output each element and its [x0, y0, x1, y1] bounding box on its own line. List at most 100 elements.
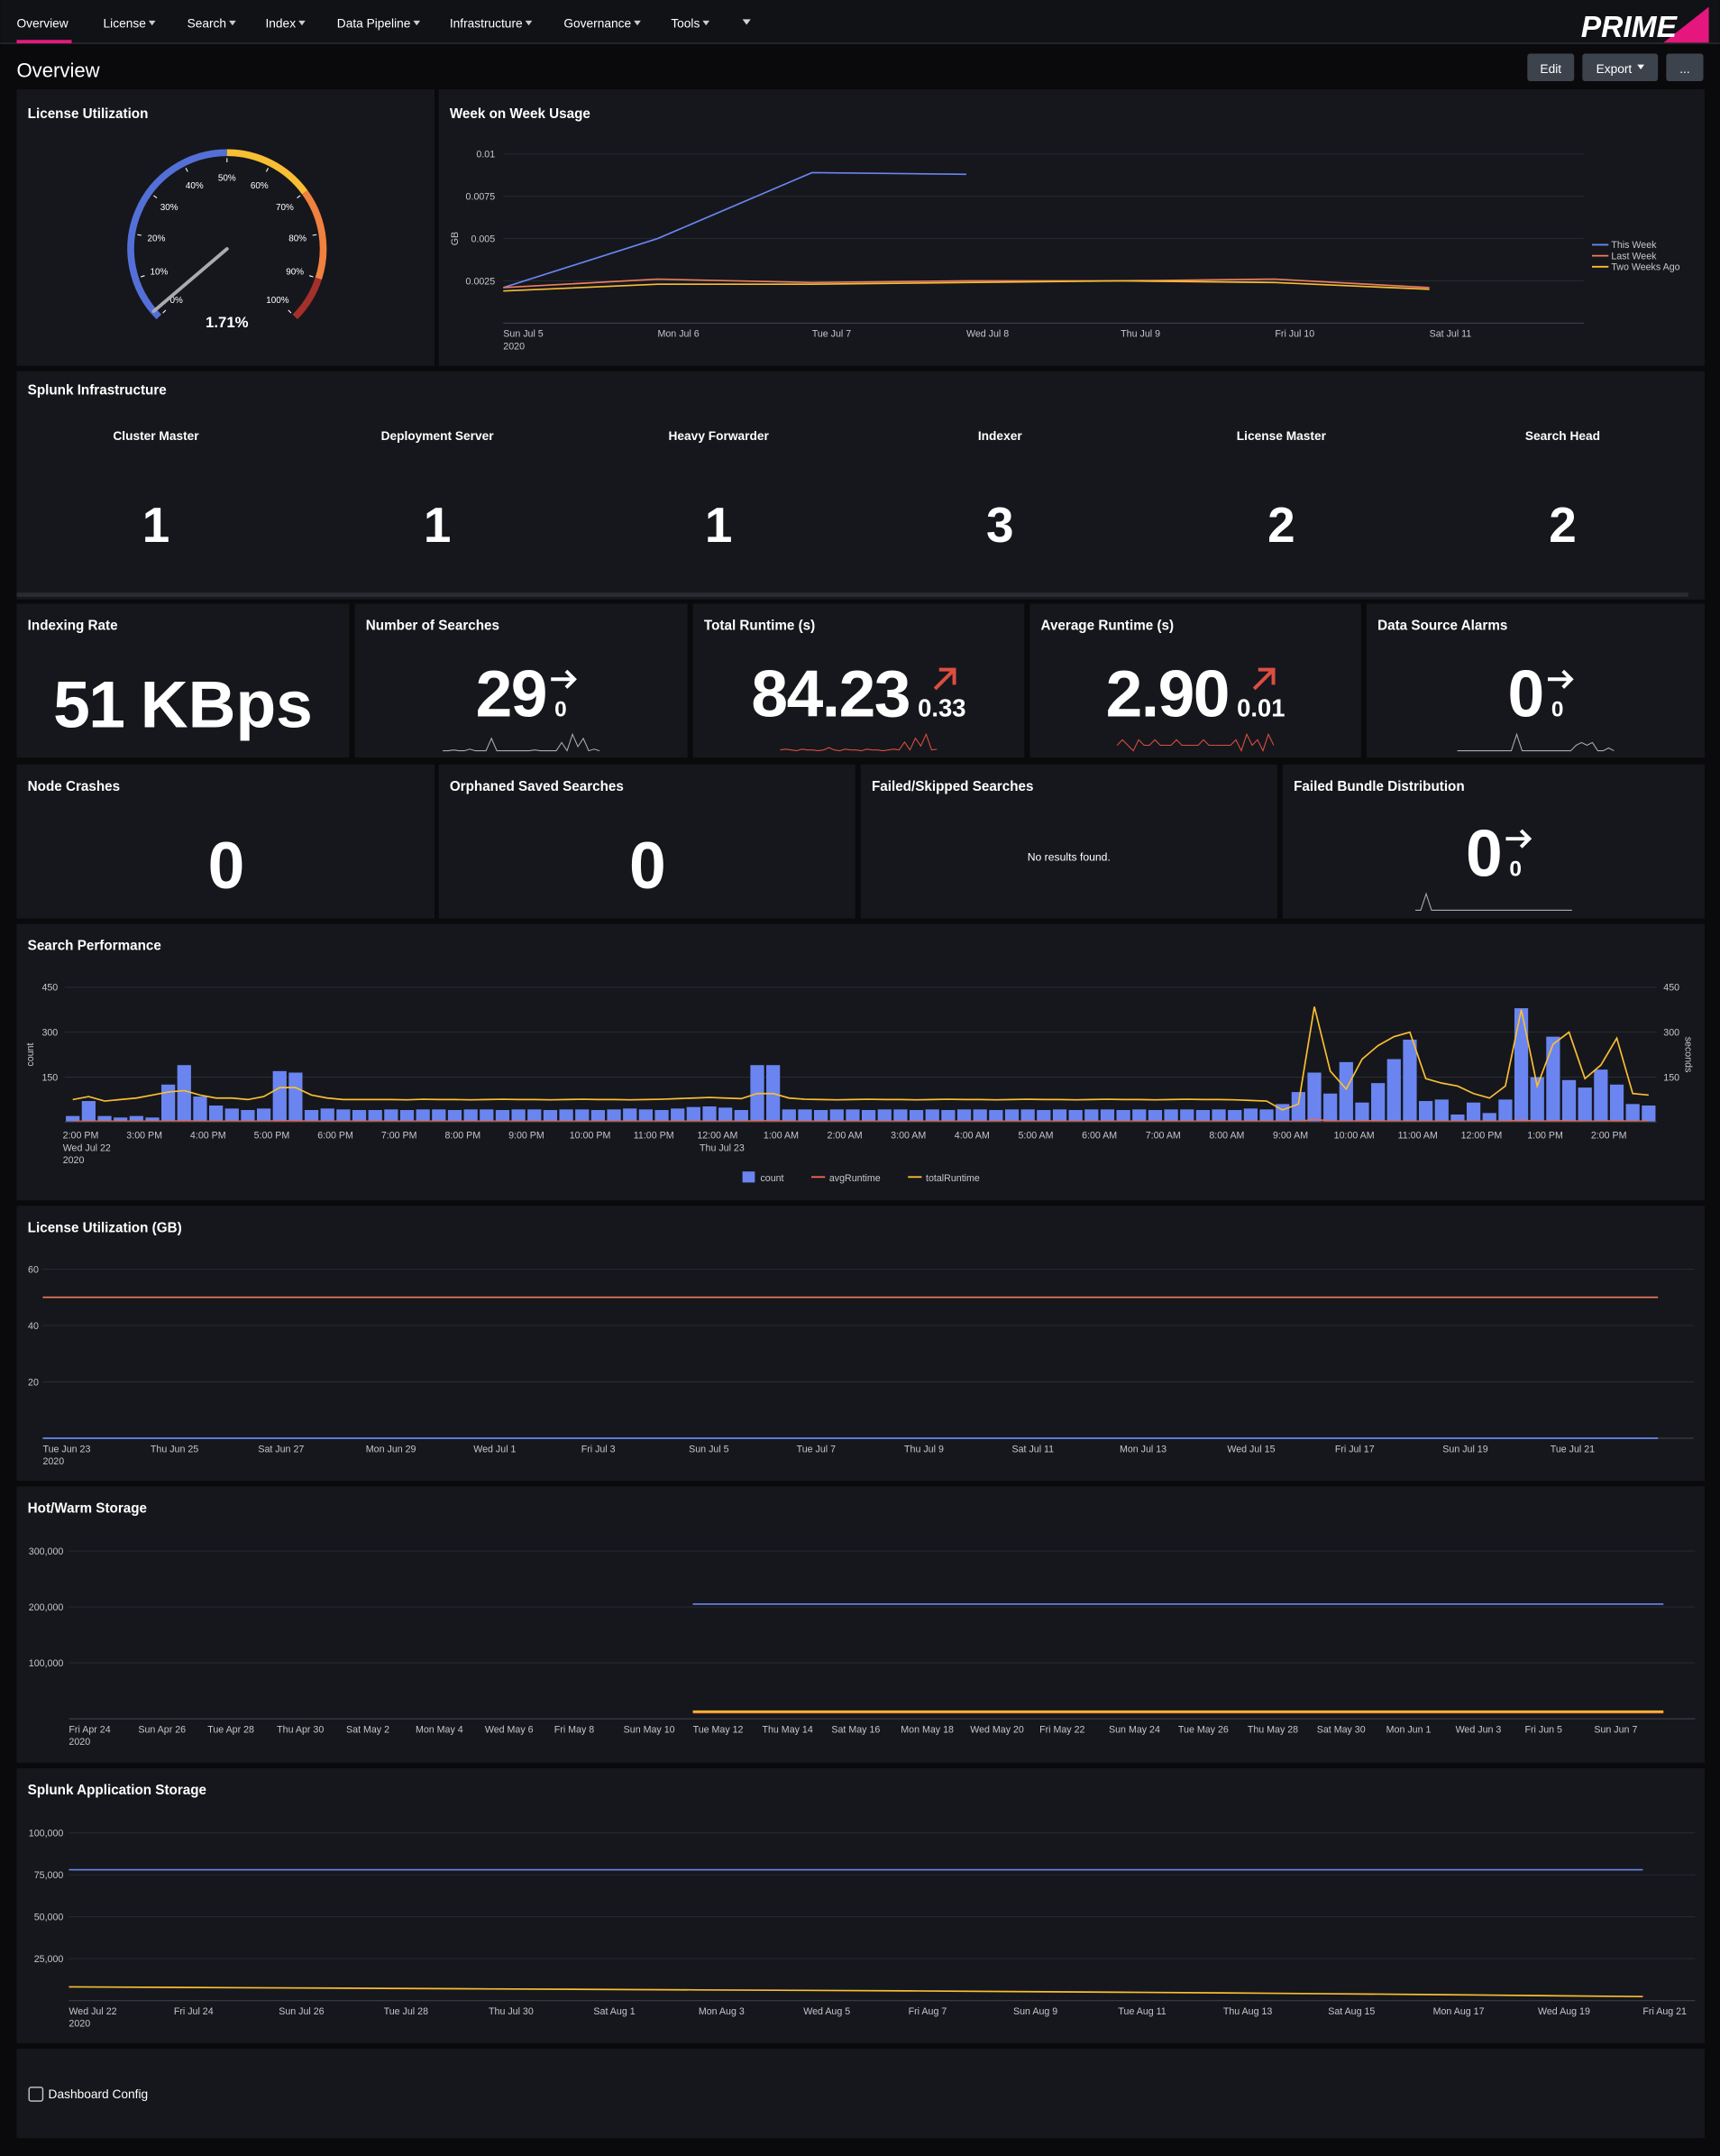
infra-label: Heavy Forwarder — [669, 429, 770, 443]
gauge-tick — [312, 234, 317, 236]
panel-title: Splunk Infrastructure — [28, 383, 167, 399]
infra-label: Search Head — [1525, 429, 1600, 443]
bar — [1084, 1109, 1099, 1123]
bar — [1450, 1114, 1465, 1123]
x-tick-label: Tue Apr 28 — [207, 1724, 254, 1735]
bar — [671, 1108, 685, 1123]
panel — [1029, 603, 1361, 758]
bar — [384, 1109, 398, 1123]
x-tick-label: Sat May 2 — [346, 1724, 389, 1735]
y2-axis-label: seconds — [1683, 1037, 1694, 1073]
x-tick-label: Fri Aug 7 — [909, 2006, 947, 2017]
bar — [686, 1106, 700, 1123]
x-tick-label: Sun Jul 19 — [1442, 1444, 1487, 1454]
x-tick-label: 2020 — [69, 2019, 90, 2030]
x-tick-label: Fri Jul 17 — [1335, 1444, 1375, 1454]
x-tick-label: 6:00 AM — [1082, 1131, 1117, 1142]
bar — [447, 1110, 462, 1123]
panel — [16, 764, 435, 919]
x-tick-label: Tue Jul 7 — [797, 1444, 837, 1454]
series-line — [780, 732, 938, 752]
x-tick-label: Thu May 14 — [763, 1724, 813, 1735]
infra-value: 2 — [1267, 497, 1295, 553]
x-tick-label: Thu Apr 30 — [277, 1724, 324, 1735]
x-tick-label: Tue Jul 28 — [384, 2006, 428, 2017]
bar — [241, 1110, 255, 1123]
y-tick-label: 20 — [28, 1377, 39, 1388]
bar — [193, 1096, 207, 1123]
x-tick-label: Wed Jul 22 — [63, 1142, 111, 1153]
gauge-tick — [185, 168, 188, 172]
y-tick-label: 100,000 — [29, 1658, 64, 1669]
x-tick-label: Wed May 20 — [970, 1724, 1024, 1735]
y-tick-label: 0.01 — [476, 150, 495, 161]
button[interactable] — [1666, 53, 1704, 81]
button[interactable] — [1527, 53, 1575, 81]
bar — [1116, 1110, 1130, 1123]
y-tick-label: 300,000 — [29, 1546, 64, 1557]
panel-title: Failed Bundle Distribution — [1294, 779, 1465, 794]
nav-more[interactable] — [742, 19, 751, 25]
x-tick-label: Fri May 8 — [554, 1724, 594, 1735]
gauge-band — [292, 277, 322, 320]
nav-item[interactable]: Search — [188, 16, 226, 30]
x-tick-label: 8:00 PM — [444, 1131, 480, 1142]
nav-item[interactable]: Overview — [16, 16, 68, 30]
panel — [16, 1206, 1706, 1482]
legend-label: This Week — [1611, 240, 1657, 251]
bar — [1355, 1102, 1369, 1123]
infra-label: License Master — [1237, 429, 1327, 443]
panel-title: License Utilization — [28, 106, 149, 122]
gauge-value: 1.71% — [206, 314, 249, 331]
nav-item[interactable]: License — [104, 16, 147, 30]
x-tick-label: Sat May 16 — [831, 1724, 880, 1735]
x-tick-label: Sat May 30 — [1317, 1724, 1366, 1735]
x-tick-label: Sun Jul 5 — [503, 329, 544, 340]
y-tick-label: 100,000 — [29, 1828, 64, 1839]
nav-active-underline — [16, 40, 72, 44]
infra-value: 2 — [1549, 497, 1577, 553]
nav-item[interactable]: Data Pipeline — [337, 16, 411, 30]
x-tick-label: Wed Aug 5 — [803, 2006, 850, 2017]
bar — [1259, 1109, 1274, 1123]
x-tick-label: Thu Jul 30 — [489, 2006, 534, 2017]
bar — [1642, 1106, 1656, 1123]
x-tick-label: 10:00 PM — [570, 1131, 611, 1142]
panel-title: Indexing Rate — [28, 618, 118, 633]
bar — [893, 1109, 908, 1123]
bar — [798, 1109, 812, 1123]
bar — [1419, 1101, 1433, 1123]
x-tick-label: Wed Aug 19 — [1538, 2006, 1590, 2017]
bar — [66, 1115, 80, 1123]
series-line — [503, 278, 1430, 289]
bar — [1132, 1109, 1147, 1123]
checkbox[interactable] — [28, 2087, 44, 2102]
y-tick-label: 150 — [1663, 1072, 1679, 1083]
single-delta: 0 — [1551, 697, 1564, 721]
single-value: 84.23 — [751, 656, 910, 730]
bar — [511, 1109, 526, 1123]
nav-item[interactable]: Infrastructure — [450, 16, 523, 30]
bar — [1323, 1093, 1338, 1123]
gauge-tick — [153, 195, 158, 198]
x-tick-label: 3:00 PM — [126, 1131, 162, 1142]
nav-item[interactable]: Tools — [671, 16, 700, 30]
logo-mark — [1663, 6, 1709, 43]
nav-item[interactable]: Index — [265, 16, 296, 30]
x-tick-label: Sat Jul 11 — [1430, 329, 1472, 340]
bar — [861, 1110, 876, 1123]
y-tick-label: 40 — [28, 1321, 39, 1332]
bar — [909, 1110, 924, 1123]
nav-item[interactable]: Governance — [563, 16, 631, 30]
x-tick-label: 4:00 AM — [955, 1131, 990, 1142]
bar — [1339, 1061, 1353, 1123]
bar — [1386, 1059, 1401, 1123]
nav-bar — [0, 0, 1720, 43]
gauge-band — [226, 149, 308, 195]
button[interactable] — [1582, 53, 1659, 81]
bar — [416, 1109, 430, 1123]
x-tick-label: Fri Jul 24 — [174, 2006, 214, 2017]
button-label: ... — [1679, 62, 1689, 76]
x-tick-label: 6:00 PM — [317, 1131, 353, 1142]
